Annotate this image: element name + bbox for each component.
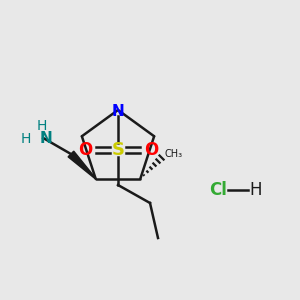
Text: N: N [39,131,52,146]
Text: H: H [21,132,31,146]
Text: N: N [112,103,124,118]
Text: CH₃: CH₃ [164,148,183,158]
Polygon shape [68,151,96,179]
Text: S: S [112,141,124,159]
Text: H: H [250,181,262,199]
Text: O: O [78,141,92,159]
Text: O: O [144,141,158,159]
Text: H: H [37,119,47,133]
Text: Cl: Cl [209,181,227,199]
